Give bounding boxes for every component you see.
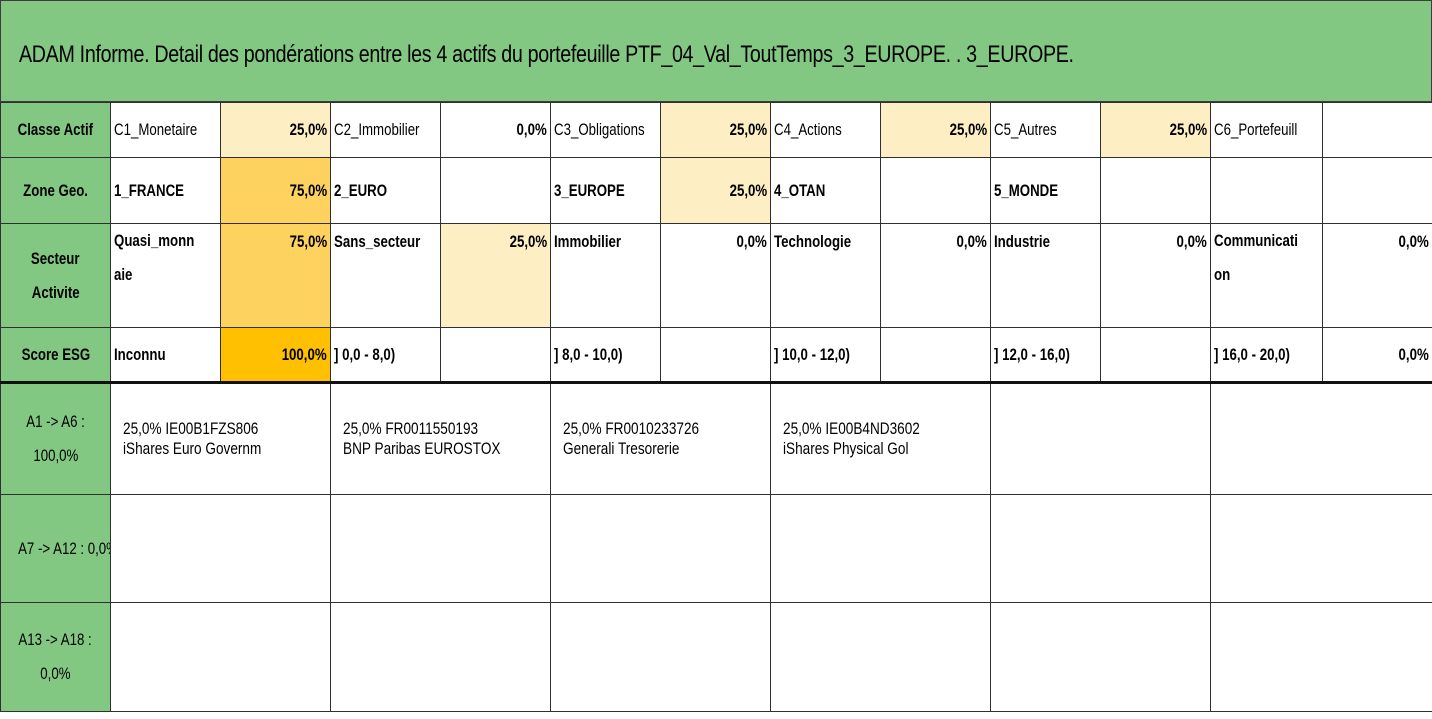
- asset-cell[interactable]: [1210, 381, 1432, 495]
- zone-pct[interactable]: [1100, 157, 1211, 224]
- classe-pct[interactable]: 25,0%: [880, 102, 991, 158]
- secteur-name[interactable]: Communicati on: [1210, 223, 1323, 328]
- esg-pct[interactable]: 100,0%: [220, 327, 331, 383]
- classe-name[interactable]: C1_Monetaire: [110, 102, 221, 158]
- esg-pct[interactable]: [1100, 327, 1211, 383]
- zone-geo-header: Zone Geo.: [0, 157, 111, 224]
- classe-pct[interactable]: 25,0%: [220, 102, 331, 158]
- classe-actif-row: Classe Actif C1_Monetaire 25,0% C2_Immob…: [0, 102, 1432, 158]
- asset-cell[interactable]: 25,0% IE00B1FZS806 iShares Euro Governm: [110, 381, 331, 495]
- classe-pct[interactable]: [1322, 102, 1432, 158]
- esg-pct[interactable]: [880, 327, 991, 383]
- zone-name[interactable]: 4_OTAN: [770, 157, 881, 224]
- asset-row-a1-a6: A1 -> A6 : 100,0% 25,0% IE00B1FZS806 iSh…: [0, 381, 1432, 495]
- zone-pct[interactable]: 25,0%: [660, 157, 771, 224]
- asset-cell[interactable]: [770, 602, 991, 712]
- zone-pct[interactable]: [440, 157, 551, 224]
- secteur-pct[interactable]: 75,0%: [220, 223, 331, 328]
- weights-table: Classe Actif C1_Monetaire 25,0% C2_Immob…: [0, 102, 1432, 712]
- zone-name[interactable]: 5_MONDE: [990, 157, 1101, 224]
- asset-cell[interactable]: 25,0% FR0011550193 BNP Paribas EUROSTOX: [330, 381, 551, 495]
- asset-cell[interactable]: [990, 494, 1211, 603]
- esg-name[interactable]: ] 12,0 - 16,0): [990, 327, 1101, 383]
- secteur-pct[interactable]: 0,0%: [1100, 223, 1211, 328]
- asset-row-a13-a18: A13 -> A18 : 0,0%: [0, 602, 1432, 712]
- secteur-name[interactable]: Sans_secteur: [330, 223, 441, 328]
- asset-row-header: A13 -> A18 : 0,0%: [0, 602, 111, 712]
- secteur-row: Secteur Activite Quasi_monn aie 75,0% Sa…: [0, 223, 1432, 328]
- zone-geo-row: Zone Geo. 1_FRANCE 75,0% 2_EURO 3_EUROPE…: [0, 157, 1432, 224]
- classe-name[interactable]: C6_Portefeuill: [1210, 102, 1323, 158]
- secteur-pct[interactable]: 25,0%: [440, 223, 551, 328]
- zone-pct[interactable]: 75,0%: [220, 157, 331, 224]
- esg-pct[interactable]: [440, 327, 551, 383]
- esg-name[interactable]: ] 0,0 - 8,0): [330, 327, 441, 383]
- title-bar: ADAM Informe. Detail des pondérations en…: [0, 0, 1432, 102]
- secteur-name[interactable]: Immobilier: [550, 223, 661, 328]
- asset-cell[interactable]: [990, 381, 1211, 495]
- esg-name[interactable]: ] 16,0 - 20,0): [1210, 327, 1323, 383]
- asset-row-header: A7 -> A12 : 0,0%: [0, 494, 111, 603]
- classe-pct[interactable]: 25,0%: [1100, 102, 1211, 158]
- secteur-name[interactable]: Technologie: [770, 223, 881, 328]
- classe-name[interactable]: C2_Immobilier: [330, 102, 441, 158]
- asset-cell[interactable]: [550, 494, 771, 603]
- asset-cell[interactable]: 25,0% IE00B4ND3602 iShares Physical Gol: [770, 381, 991, 495]
- asset-cell[interactable]: [110, 602, 331, 712]
- esg-name[interactable]: Inconnu: [110, 327, 221, 383]
- asset-row-a7-a12: A7 -> A12 : 0,0%: [0, 494, 1432, 603]
- esg-name[interactable]: ] 10,0 - 12,0): [770, 327, 881, 383]
- zone-name[interactable]: 3_EUROPE: [550, 157, 661, 224]
- asset-row-header: A1 -> A6 : 100,0%: [0, 381, 111, 495]
- esg-pct[interactable]: [660, 327, 771, 383]
- asset-cell[interactable]: [330, 494, 551, 603]
- asset-cell[interactable]: [990, 602, 1211, 712]
- esg-row: Score ESG Inconnu 100,0% ] 0,0 - 8,0) ] …: [0, 327, 1432, 383]
- asset-cell[interactable]: [550, 602, 771, 712]
- asset-cell[interactable]: [1210, 602, 1432, 712]
- secteur-header: Secteur Activite: [0, 223, 111, 328]
- secteur-pct[interactable]: 0,0%: [880, 223, 991, 328]
- zone-pct[interactable]: [1322, 157, 1432, 224]
- zone-name[interactable]: [1210, 157, 1323, 224]
- asset-cell[interactable]: [1210, 494, 1432, 603]
- esg-pct[interactable]: 0,0%: [1322, 327, 1432, 383]
- zone-pct[interactable]: [880, 157, 991, 224]
- asset-cell[interactable]: [110, 494, 331, 603]
- classe-pct[interactable]: 0,0%: [440, 102, 551, 158]
- classe-actif-header: Classe Actif: [0, 102, 111, 158]
- secteur-name[interactable]: Quasi_monn aie: [110, 223, 221, 328]
- asset-cell[interactable]: 25,0% FR0010233726 Generali Tresorerie: [550, 381, 771, 495]
- classe-name[interactable]: C4_Actions: [770, 102, 881, 158]
- asset-cell[interactable]: [770, 494, 991, 603]
- report-title: ADAM Informe. Detail des pondérations en…: [19, 41, 1074, 68]
- classe-name[interactable]: C3_Obligations: [550, 102, 661, 158]
- zone-name[interactable]: 1_FRANCE: [110, 157, 221, 224]
- esg-header: Score ESG: [0, 327, 111, 383]
- zone-name[interactable]: 2_EURO: [330, 157, 441, 224]
- secteur-pct[interactable]: 0,0%: [1322, 223, 1432, 328]
- secteur-name[interactable]: Industrie: [990, 223, 1101, 328]
- classe-pct[interactable]: 25,0%: [660, 102, 771, 158]
- esg-name[interactable]: ] 8,0 - 10,0): [550, 327, 661, 383]
- classe-name[interactable]: C5_Autres: [990, 102, 1101, 158]
- asset-cell[interactable]: [330, 602, 551, 712]
- secteur-pct[interactable]: 0,0%: [660, 223, 771, 328]
